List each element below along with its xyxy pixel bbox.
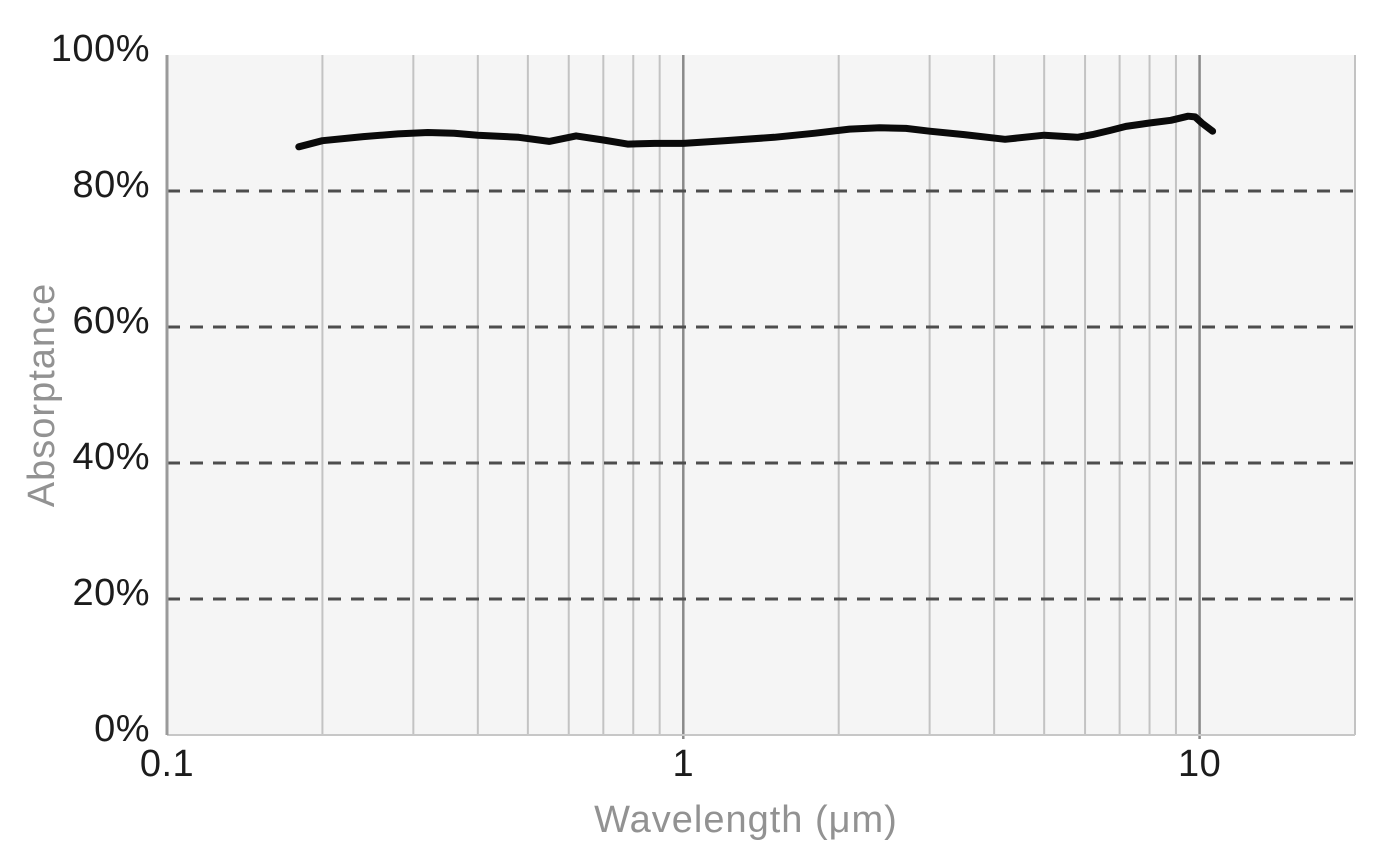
y-axis-title: Absorptance bbox=[21, 282, 63, 508]
y-tick-label-0: 0% bbox=[94, 708, 150, 750]
x-tick-label-10: 10 bbox=[1177, 743, 1222, 785]
y-tick-label-100: 100% bbox=[50, 28, 150, 70]
y-tick-label-60: 60% bbox=[72, 300, 150, 342]
absorptance-curve bbox=[295, 112, 1217, 151]
plot-panel bbox=[167, 55, 1355, 735]
y-tick-label-40: 40% bbox=[72, 436, 150, 478]
y-tick-label-20: 20% bbox=[72, 572, 150, 614]
x-axis-title: Wavelength (μm) bbox=[594, 799, 898, 841]
y-tick-label-80: 80% bbox=[72, 164, 150, 206]
x-tick-label-0.1: 0.1 bbox=[139, 743, 195, 785]
x-tick-label-1: 1 bbox=[672, 743, 695, 785]
